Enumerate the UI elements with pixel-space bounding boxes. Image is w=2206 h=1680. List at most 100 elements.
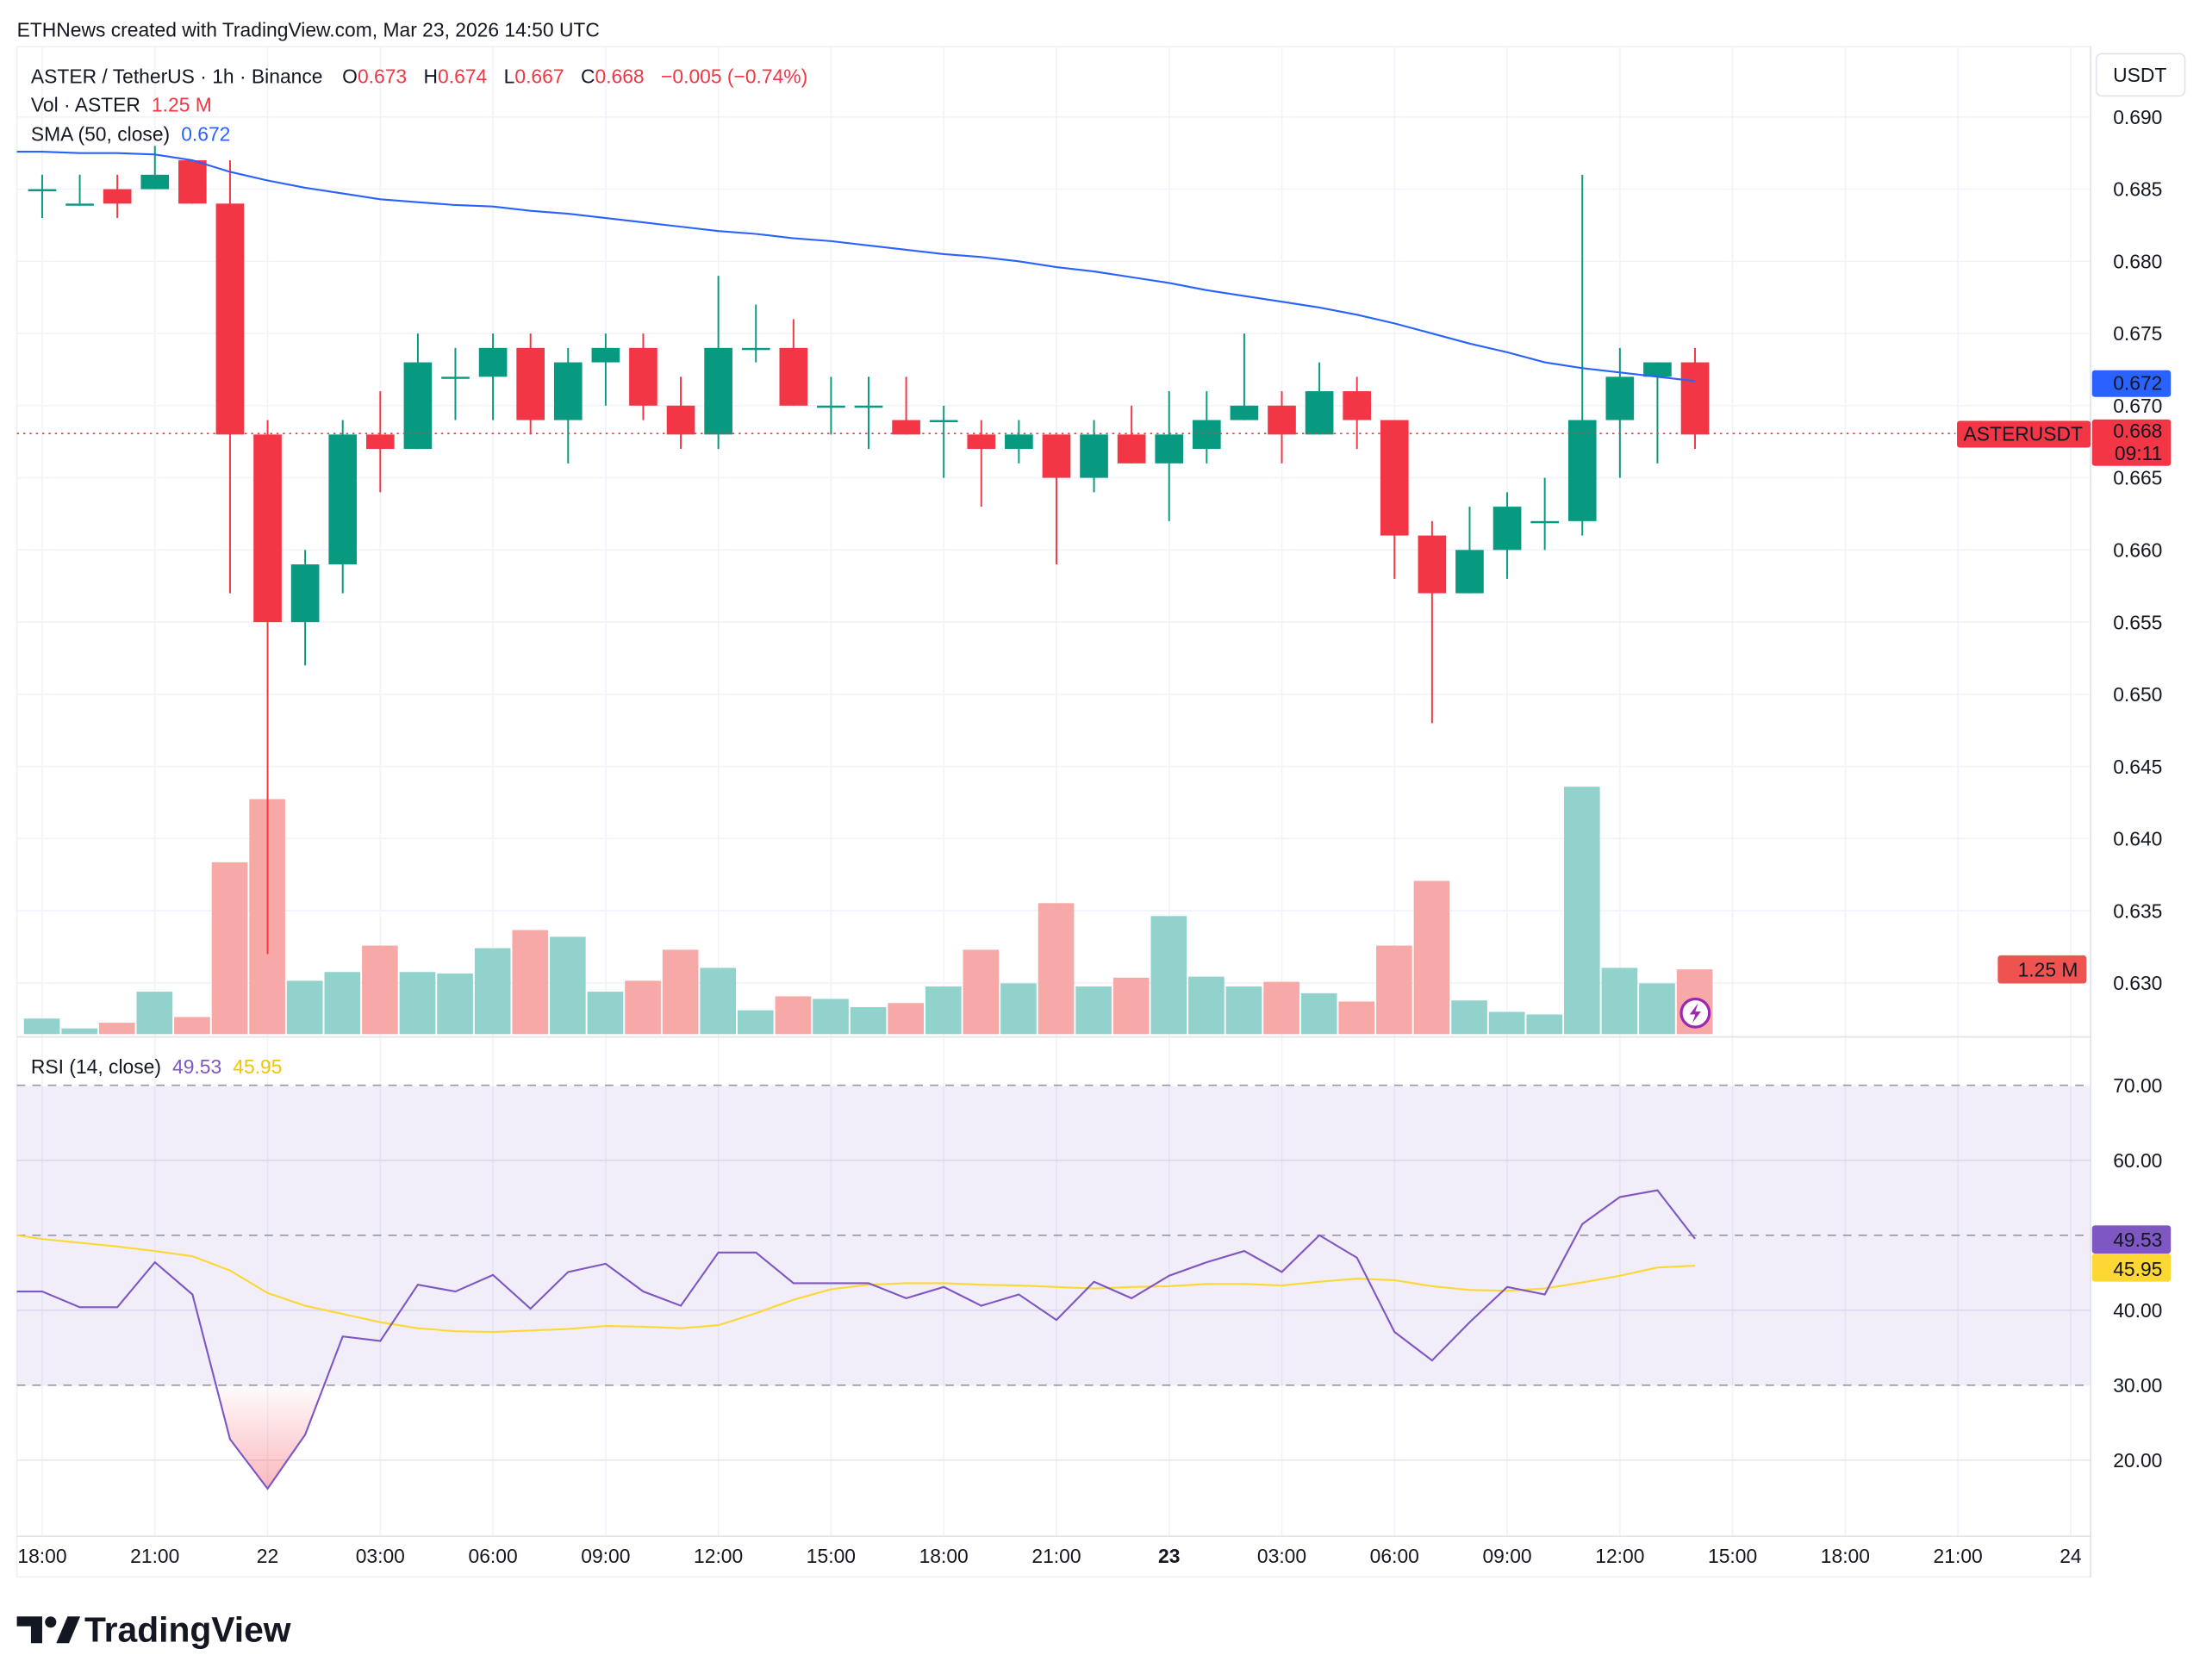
candle [629,333,657,420]
price-tick-label: 0.680 [2113,250,2162,272]
candle-body [591,347,620,363]
candle [65,174,94,206]
candle [1492,492,1522,579]
symbol-tag: ASTERUSDT [1957,420,2091,448]
credit-line: ETHNews created with TradingView.com, Ma… [17,19,600,41]
svg-text:49.53: 49.53 [2113,1229,2162,1251]
volume-bar [136,992,173,1035]
legend-low: 0.667 [514,65,564,88]
candle-body [1193,420,1221,450]
volume-bar [1300,992,1337,1035]
svg-text:1.25 M: 1.25 M [2018,958,2078,980]
volume-bar [437,974,473,1035]
candle-body [1305,391,1334,435]
volume-bar [1451,1000,1487,1035]
price-axis[interactable]: 0.690 0.685 0.680 0.675 0.670 0.665 0.660 0.655… [2113,106,2162,994]
time-tick-label: 18:00 [919,1545,969,1567]
time-tick-label: 03:00 [1257,1545,1306,1567]
volume-bar [512,930,549,1035]
volume-bar [1338,1001,1375,1035]
candle-body [215,203,245,435]
volume-bar [362,945,398,1035]
candle-body [1605,376,1635,420]
candle [741,304,770,363]
volume-bar [963,949,1000,1035]
rsi-tick-label: 40.00 [2113,1299,2162,1322]
svg-text:USDT: USDT [2113,64,2166,86]
volume-bar [1639,983,1675,1035]
candle-body [290,564,320,623]
candle [1567,174,1597,536]
time-tick-label: 18:00 [1821,1545,1870,1567]
time-tick-label: 24 [2060,1545,2082,1567]
candle [253,420,282,955]
candle-body [28,189,57,192]
price-tick-label: 0.630 [2113,972,2162,994]
time-tick-label: 23 [1158,1545,1180,1567]
candle [1305,362,1334,435]
candle-body [553,362,583,420]
legend-main: ASTER / TetherUS · 1h · Binance O0.673 H… [31,65,807,88]
candle-body [403,362,433,450]
candle [1418,520,1447,724]
time-tick-label: 15:00 [1708,1545,1757,1567]
volume-bar [925,986,962,1035]
price-tick-label: 0.665 [2113,467,2162,489]
candle [1530,477,1559,551]
candle [704,276,732,450]
candle [1117,405,1146,464]
rsi-tag: 49.53 [2091,1225,2172,1254]
candle [441,347,470,420]
rsi-ma-line [16,1234,1696,1334]
volume-bar [174,1017,210,1035]
grid [16,47,2091,1537]
lightning-icon[interactable] [1679,997,1711,1029]
candle-body [1155,434,1184,464]
candle [478,333,508,420]
candle [779,319,808,406]
candle-body [140,174,170,190]
price-tick-label: 0.645 [2113,756,2162,778]
candle [1605,347,1635,478]
time-tick-label: 09:00 [1482,1545,1531,1567]
legend-sma: SMA (50, close) 0.672 [31,123,230,146]
rsi-levels [16,1084,2091,1386]
candle-body [1080,434,1108,478]
time-tick-label: 12:00 [1595,1545,1644,1567]
volume-bar [625,980,661,1035]
candle [1680,347,1710,450]
logo-text: TradingView [84,1610,291,1650]
candle-body [629,347,657,406]
volume-bar [1488,1011,1525,1035]
volume-bar [775,996,812,1035]
candle-body [1042,434,1071,478]
candle-body [441,376,470,379]
time-tick-label: 09:00 [581,1545,630,1567]
rsi-axis[interactable]: 70.00 60.00 40.00 30.00 20.00 [2113,1074,2162,1472]
candle [967,420,996,507]
candle-body [65,203,94,206]
price-tick-label: 0.670 [2113,395,2162,417]
currency-button[interactable]: USDT [2095,53,2186,97]
sma-price-tag: 0.672 [2091,370,2172,397]
volume-bar [399,972,436,1035]
candle [328,420,358,594]
time-tick-label: 12:00 [694,1545,743,1567]
volume-bar [738,1010,774,1035]
tradingview-logo-icon [16,1616,42,1644]
volume-bar [61,1028,97,1035]
volume-bar [587,992,624,1035]
volume-bar [850,1007,887,1035]
candle [1080,420,1108,493]
candle [666,376,695,450]
candle-body [704,347,732,435]
candle-body [929,420,958,423]
candle-body [741,347,770,351]
volume-bar [1150,916,1187,1035]
candle [1155,391,1184,521]
volume-bar [888,1003,924,1035]
tradingview-logo[interactable]: TradingView [16,1610,291,1650]
candle-body [854,405,883,408]
time-axis[interactable]: 18:00 21:00 22 03:00 06:00 09:00 12:00 15:00 18:… [17,1545,2082,1567]
